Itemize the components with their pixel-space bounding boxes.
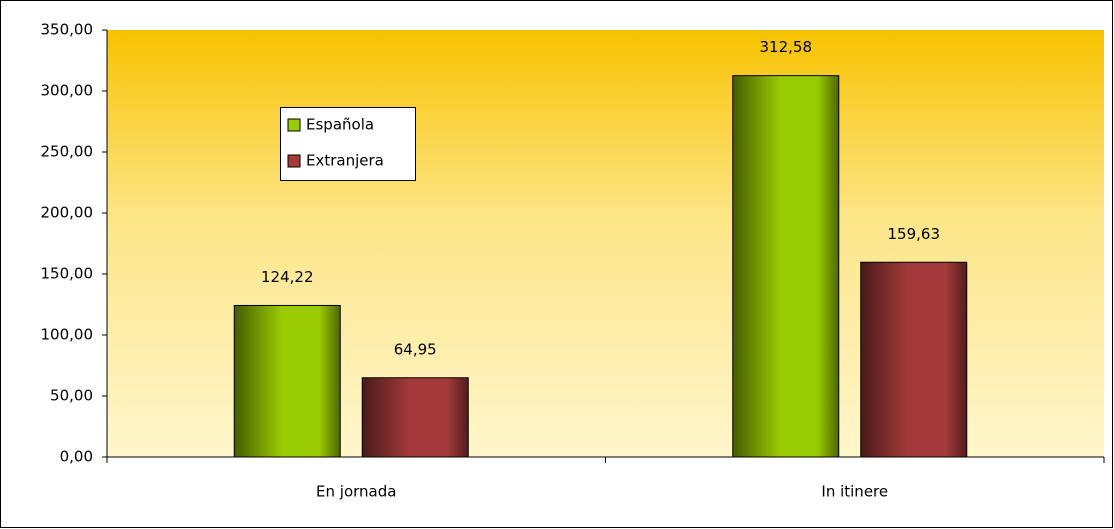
y-tick-label: 100,00 (41, 326, 94, 344)
data-label: 312,58 (760, 38, 813, 56)
y-tick-label: 300,00 (41, 82, 94, 100)
y-tick-label: 0,00 (60, 448, 93, 466)
y-tick-label: 250,00 (41, 143, 94, 161)
data-label: 159,63 (888, 225, 941, 243)
legend-label: Extranjera (306, 152, 384, 170)
bar (860, 261, 968, 458)
legend-swatch (287, 118, 301, 132)
data-label: 64,95 (394, 340, 437, 358)
bar (361, 377, 469, 458)
data-label: 124,22 (261, 268, 314, 286)
y-tick-label: 150,00 (41, 265, 94, 283)
y-tick-label: 200,00 (41, 204, 94, 222)
bar (233, 304, 341, 458)
x-tick-label: En jornada (316, 483, 396, 501)
x-tick-label: In itinere (821, 483, 888, 501)
y-tick-label: 350,00 (41, 21, 94, 39)
y-tick-label: 50,00 (50, 387, 93, 405)
legend (280, 107, 416, 181)
bar (732, 75, 840, 458)
legend-swatch (287, 154, 301, 168)
legend-label: Española (306, 116, 374, 134)
